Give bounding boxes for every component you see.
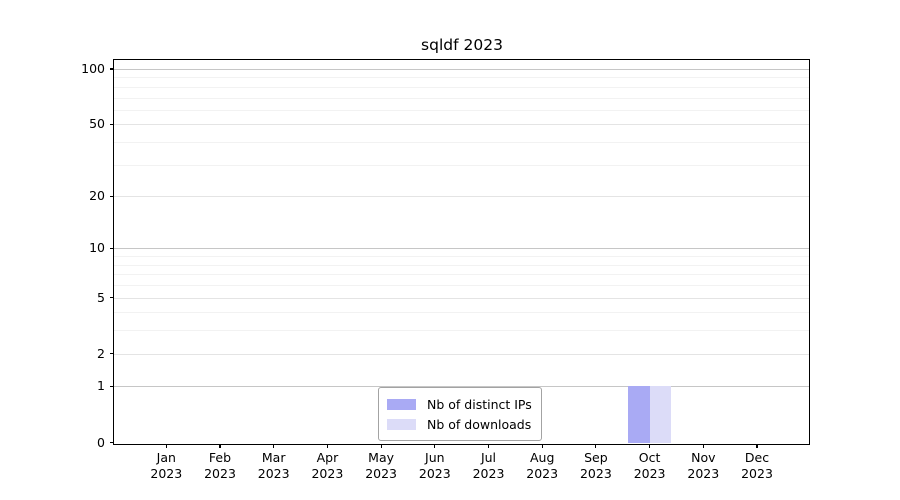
x-axis-tick-mark [487, 444, 490, 448]
x-axis-tick-label: Nov 2023 [680, 450, 726, 481]
legend-item: Nb of distinct IPs [387, 394, 532, 414]
x-axis-month-label: Aug [529, 450, 555, 465]
x-axis-tick-label: Mar 2023 [251, 450, 297, 481]
x-axis-tick-mark [649, 444, 651, 448]
y-axis-tick-label: 20 [89, 188, 105, 204]
x-axis-year-label: 2023 [579, 465, 612, 481]
x-axis-year-label: 2023 [687, 465, 720, 481]
legend-swatch [387, 418, 416, 430]
y-axis-tick-mark [109, 296, 114, 299]
minor-gridline [114, 142, 809, 143]
minor-gridline [114, 312, 809, 314]
x-axis-tick-mark [756, 444, 758, 448]
x-axis-tick-mark [541, 444, 543, 448]
minor-gridline [114, 274, 809, 276]
x-axis-month-label: Apr [316, 450, 339, 465]
decade-gridline [114, 69, 809, 70]
x-axis-tick-label: Apr 2023 [304, 450, 350, 481]
minor-gridline [114, 77, 809, 79]
x-axis-tick-label: Jan 2023 [143, 450, 189, 481]
x-axis-tick-label: Dec 2023 [734, 450, 780, 481]
x-axis-year-label: 2023 [257, 465, 290, 481]
decade-gridline [114, 386, 809, 388]
x-axis-tick-label: Aug 2023 [519, 450, 565, 481]
y-axis-tick-mark [109, 441, 114, 444]
y-axis-tick-mark [109, 385, 114, 387]
legend-label: Nb of distinct IPs [427, 396, 532, 412]
x-axis-month-label: Dec [744, 450, 770, 465]
x-axis-year-label: 2023 [741, 465, 773, 481]
x-axis-year-label: 2023 [418, 465, 451, 481]
major-gridline [114, 353, 809, 355]
major-gridline [114, 124, 809, 126]
legend-item: Nb of downloads [387, 414, 532, 434]
minor-gridline [114, 86, 809, 88]
x-axis-month-label: Jul [480, 450, 497, 465]
x-axis-tick-mark [434, 444, 436, 448]
y-axis-tick-label: 2 [97, 345, 105, 361]
major-gridline [114, 297, 809, 299]
major-gridline [114, 196, 809, 198]
x-axis-tick-label: May 2023 [358, 450, 404, 481]
x-axis-tick-mark [595, 444, 597, 448]
x-axis-year-label: 2023 [472, 465, 505, 481]
minor-gridline [114, 164, 809, 166]
x-axis-year-label: 2023 [526, 465, 559, 481]
x-axis-month-label: Jun [425, 450, 445, 465]
x-axis-month-label: Feb [208, 450, 232, 465]
y-axis-tick-mark [109, 68, 114, 70]
bar-downloads [649, 386, 672, 443]
decade-gridline [114, 248, 809, 250]
y-axis-tick-mark [109, 247, 114, 249]
legend-label: Nb of downloads [427, 416, 532, 432]
x-axis-year-label: 2023 [204, 465, 236, 481]
x-axis-tick-mark [380, 444, 382, 448]
y-axis-tick-label: 5 [97, 289, 105, 305]
y-axis-tick-mark [109, 123, 114, 125]
x-axis-year-label: 2023 [150, 465, 183, 481]
minor-gridline [114, 264, 809, 266]
x-axis-tick-mark [273, 444, 275, 448]
x-axis-tick-label: Oct 2023 [627, 450, 673, 481]
x-axis-tick-mark [219, 444, 221, 448]
x-axis-tick-mark [326, 444, 328, 448]
legend: Nb of distinct IPs Nb of downloads [378, 387, 542, 441]
bar-distinct-ips [628, 386, 650, 443]
x-axis-tick-mark [702, 444, 704, 448]
minor-gridline [114, 109, 809, 111]
y-axis-tick-label: 50 [89, 116, 105, 132]
x-axis-tick-label: Jun 2023 [412, 450, 458, 481]
y-axis-tick-mark [109, 195, 114, 197]
y-axis-tick-label: 1 [97, 378, 105, 394]
minor-gridline [114, 285, 809, 286]
minor-gridline [114, 256, 809, 258]
x-axis-month-label: Mar [261, 450, 286, 465]
x-axis-year-label: 2023 [365, 465, 397, 481]
x-axis-month-label: Nov [691, 450, 716, 465]
minor-gridline [114, 330, 809, 332]
minor-gridline [114, 97, 809, 99]
plot-area: Nb of distinct IPs Nb of downloads [113, 59, 810, 445]
x-axis-tick-mark [165, 444, 167, 448]
x-axis-tick-label: Sep 2023 [573, 450, 619, 481]
x-axis-year-label: 2023 [633, 465, 666, 481]
y-axis-tick-label: 0 [97, 434, 105, 450]
legend-swatch [387, 398, 416, 410]
chart-title: sqldf 2023 [421, 36, 503, 54]
x-axis-tick-label: Feb 2023 [197, 450, 243, 481]
y-axis-tick-mark [109, 353, 114, 355]
x-axis-year-label: 2023 [311, 465, 344, 481]
y-axis-tick-label: 10 [89, 240, 105, 256]
x-axis-month-label: Sep [584, 450, 608, 465]
x-axis-tick-label: Jul 2023 [466, 450, 512, 481]
y-axis-tick-label: 100 [81, 61, 105, 76]
x-axis-month-label: Jan [156, 450, 176, 465]
x-axis-month-label: Oct [638, 450, 661, 465]
x-axis-month-label: May [368, 450, 395, 465]
